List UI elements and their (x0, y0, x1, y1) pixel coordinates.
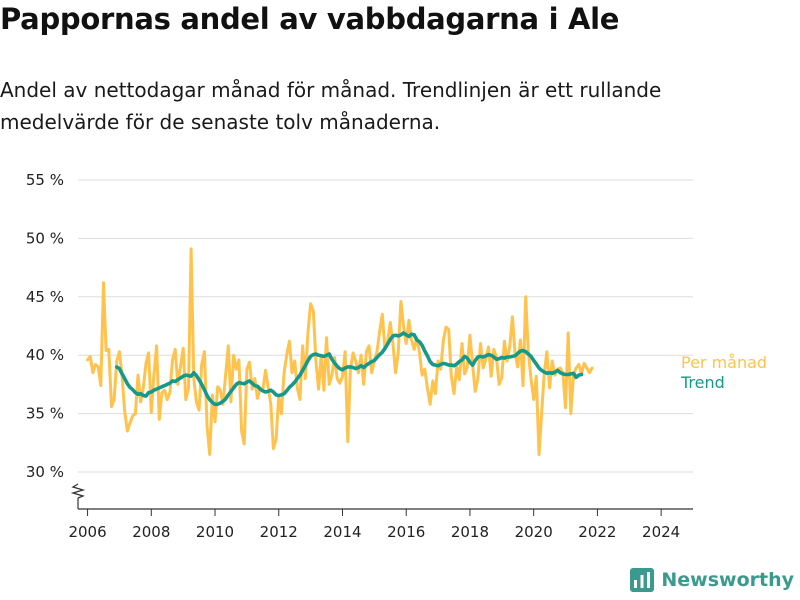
gridlines (78, 179, 693, 473)
x-axis: 2006 2008 2010 2012 2014 2016 2018 2020 2022 2024 (68, 483, 693, 541)
series-label-monthly: Per månad (681, 353, 767, 372)
x-tick-label: 2024 (642, 523, 680, 541)
y-tick-label: 30 % (26, 463, 64, 481)
chart-title: Pappornas andel av vabbdagarna i Ale (0, 2, 620, 36)
x-tick-label: 2016 (387, 523, 425, 541)
chart-subtitle: Andel av nettodagar månad för månad. Tre… (0, 78, 662, 134)
series-group (86, 247, 594, 456)
series-line-monthly (86, 247, 594, 456)
x-tick-label: 2018 (451, 523, 489, 541)
x-tick-label: 2022 (578, 523, 616, 541)
x-tick-label: 2014 (323, 523, 361, 541)
x-tick-label: 2020 (515, 523, 553, 541)
axis-break-icon (70, 483, 86, 499)
x-tick-label: 2010 (196, 523, 234, 541)
series-line-trend (115, 331, 584, 407)
x-tick-label: 2006 (68, 523, 106, 541)
y-tick-label: 55 % (26, 171, 64, 189)
series-label-trend: Trend (680, 373, 725, 392)
y-tick-label: 50 % (26, 229, 64, 247)
y-axis-ticks: 30 % 35 % 40 % 45 % 50 % 55 % (26, 171, 64, 481)
x-tick-label: 2012 (260, 523, 298, 541)
y-tick-label: 35 % (26, 405, 64, 423)
bar-chart-icon (630, 568, 655, 592)
x-tick-label: 2008 (132, 523, 170, 541)
y-tick-label: 45 % (26, 288, 64, 306)
brand-name: Newsworthy (661, 569, 794, 591)
newsworthy-logo: Newsworthy (630, 568, 794, 592)
y-tick-label: 40 % (26, 346, 64, 364)
